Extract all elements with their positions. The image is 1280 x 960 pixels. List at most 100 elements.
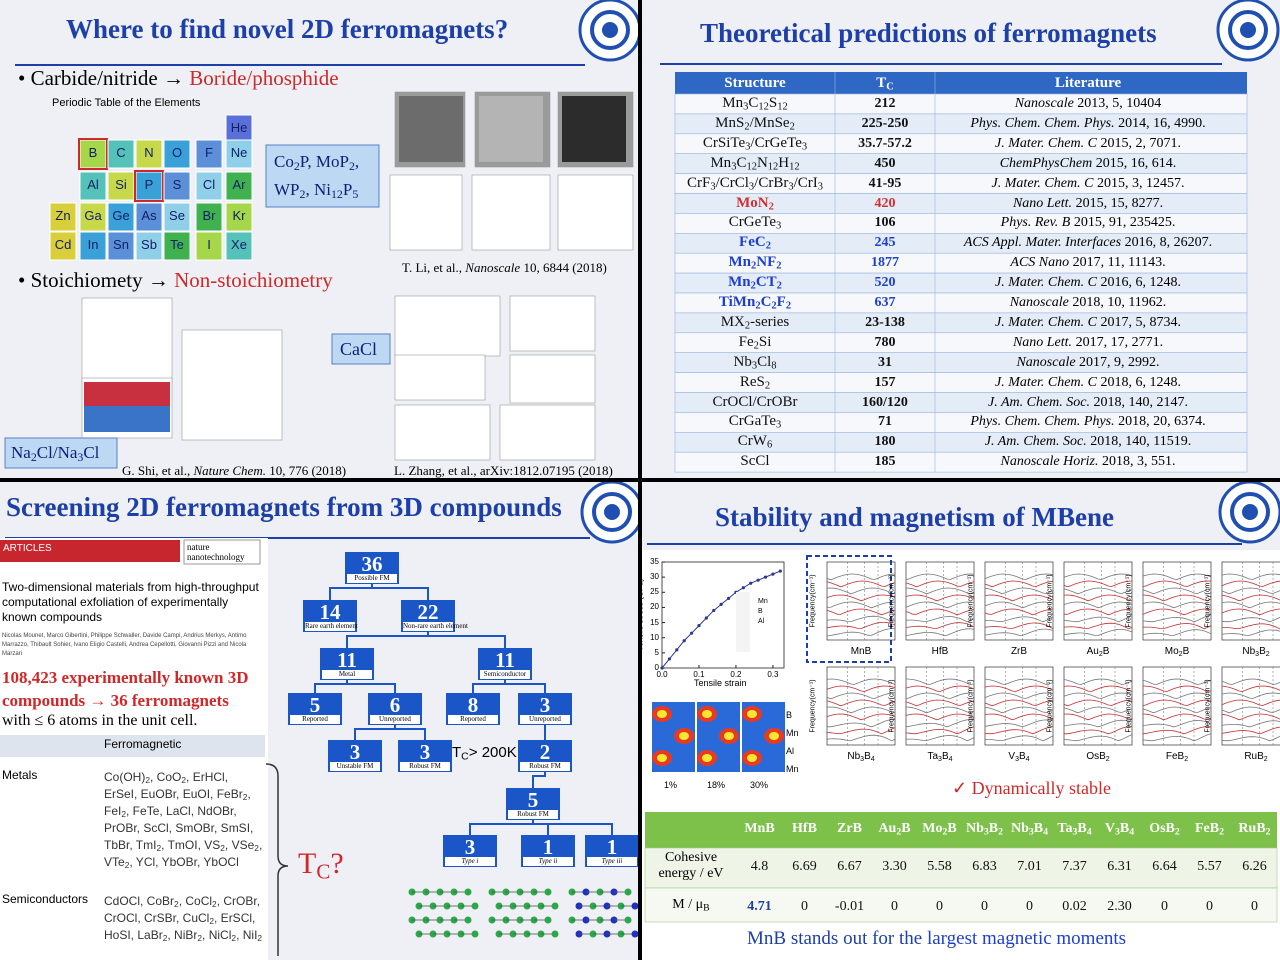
phosphide-line: WP2, Ni12P5: [274, 180, 359, 201]
phonon-band: [826, 713, 896, 721]
graphics: [660, 0, 1280, 473]
element-cell: [225, 114, 253, 144]
tree-node-label-bg: [347, 574, 397, 583]
phonon-band: [984, 580, 1054, 588]
structure: Fe2Si: [738, 333, 772, 352]
phonon-band: [1142, 573, 1212, 580]
structure: TiMn2C2F2: [718, 294, 792, 312]
phonon-band: [1221, 678, 1280, 686]
table-row-bg: [644, 887, 1278, 923]
tc-question: TC?: [298, 847, 344, 884]
element-cell: [107, 202, 135, 232]
stress-point: [719, 602, 723, 606]
phonon-band: [985, 735, 1054, 742]
tree-edge: [532, 820, 613, 835]
literature-ref: 2017, 9, 2992.: [1079, 354, 1160, 370]
tc-value: 157: [874, 374, 896, 390]
tree-label: Unreported: [379, 715, 411, 723]
tree-node-label-bg: [370, 715, 420, 724]
figure-panel: [181, 329, 283, 441]
graphics: [4, 0, 638, 469]
phonon-band: [1221, 616, 1280, 623]
x-tick-label: 0.0: [656, 670, 668, 679]
phonon-band: [826, 685, 896, 692]
stress-point: [704, 616, 708, 620]
literature-ref: 2017, 5, 8734.: [1100, 314, 1181, 330]
phonon-ylabel: Frequency(cm⁻¹): [888, 574, 896, 628]
bullet-to: Boride/phosphide: [189, 66, 339, 90]
bullet: • Carbide/nitride → Boride/phosphide: [18, 66, 339, 90]
structure: Mn3C12S12: [722, 95, 788, 113]
tree-value: 1: [542, 835, 554, 859]
paper-authors: Nicolas Mounet, Marco Gibertini, Philipp…: [2, 633, 247, 657]
phonon-label: HfB: [931, 646, 949, 657]
title: Stability and magnetism of MBene: [715, 502, 1115, 532]
element-cell: [135, 202, 163, 232]
literature-journal: Phys. Rev. B: [1000, 215, 1071, 231]
articles-label: ARTICLES: [3, 543, 52, 554]
element-symbol: C: [116, 145, 126, 160]
element-symbol: Ge: [112, 208, 130, 223]
cell-value: 0: [891, 899, 898, 914]
element-symbol: Sb: [141, 237, 157, 252]
atom: [631, 902, 638, 910]
table-row-bg: [644, 847, 1278, 889]
stress-point: [682, 639, 686, 643]
phonon-band: [1221, 594, 1280, 602]
tree-value: 3: [349, 740, 361, 764]
phonon-label: Au2B: [1086, 646, 1110, 658]
ref-authors: T. Li, et al.,: [402, 260, 463, 275]
table-header-bg: [645, 812, 1277, 848]
phonon-band: [1221, 713, 1280, 721]
phonon-band: [905, 692, 975, 700]
conclusion-emphasis: largest magnetic moments: [926, 928, 1127, 949]
phonon-ylabel: Frequency(cm⁻¹): [809, 574, 817, 628]
phonon-band: [1142, 614, 1212, 623]
phonon-band: [1063, 580, 1133, 588]
phonon-band: [826, 601, 896, 609]
slide-1: Where to find novel 2D ferromagnets? • Ca…: [0, 0, 638, 478]
phonon-band: [1063, 719, 1133, 728]
literature-ref: 2018, 140, 11519.: [1090, 434, 1192, 450]
y-tick-label: 15: [650, 617, 659, 627]
tree-edge: [504, 680, 546, 693]
tree-node-label-bg: [480, 670, 530, 679]
phonon-band: [1221, 580, 1280, 587]
phonon-band: [984, 587, 1054, 595]
phonon-band: [1142, 720, 1212, 728]
element-symbol: Br: [202, 208, 216, 223]
element-highlight: [78, 138, 108, 170]
phonon-band: [905, 735, 975, 742]
phonon-band: [1221, 699, 1280, 706]
tree-value: 11: [495, 648, 515, 672]
phonon-band: [1142, 580, 1212, 588]
literature-journal: ACS Appl. Mater. Interfaces: [963, 235, 1122, 251]
y-axis-label: Tensile stress (GPa): [642, 578, 645, 651]
stress-point: [726, 596, 731, 600]
phonon-label: Nb3B2: [1242, 646, 1270, 658]
tc-value: 41-95: [868, 175, 902, 191]
structure: Mn2CT2: [728, 274, 782, 292]
phonon-band: [1221, 692, 1280, 699]
column-header: OsB2: [1149, 821, 1180, 838]
tree-label: Robust FM: [409, 762, 441, 770]
phonon-band: [905, 580, 975, 588]
tc-value: 23-138: [865, 314, 905, 330]
table-header: Literature: [1054, 75, 1122, 91]
ref-journal: Nanoscale: [465, 260, 521, 275]
tree-value: 3: [539, 693, 551, 717]
tc-note: TC> 200K: [452, 744, 517, 763]
literature-journal: J. Mater. Chem. C: [995, 135, 1097, 151]
phonon-band: [1142, 601, 1212, 609]
phonon-band: [826, 628, 895, 637]
ref-details: 10, 6844 (2018): [523, 260, 607, 275]
figure-panel: [81, 297, 173, 384]
cell-value: 5.58: [927, 859, 952, 874]
element-cell: [79, 171, 107, 201]
phonon-band: [826, 727, 896, 735]
column-header: HfB: [792, 821, 817, 836]
articles-bar: [0, 540, 180, 562]
y-tick-label: 35: [650, 557, 659, 566]
phonon-band: [1063, 699, 1133, 707]
cell-value: 2.30: [1107, 899, 1132, 914]
